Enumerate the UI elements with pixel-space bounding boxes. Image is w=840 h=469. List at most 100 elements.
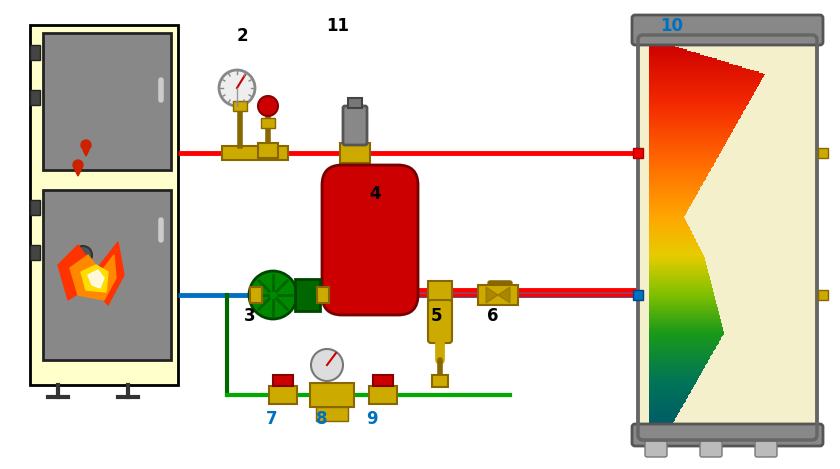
Polygon shape	[649, 219, 685, 220]
Polygon shape	[649, 318, 720, 319]
Polygon shape	[649, 198, 695, 199]
Polygon shape	[649, 102, 748, 104]
Polygon shape	[649, 315, 720, 317]
Polygon shape	[649, 325, 722, 327]
Polygon shape	[649, 261, 706, 262]
Polygon shape	[649, 82, 760, 83]
Circle shape	[74, 246, 92, 264]
Polygon shape	[649, 172, 709, 173]
Polygon shape	[88, 270, 104, 288]
FancyBboxPatch shape	[369, 386, 397, 404]
Polygon shape	[649, 296, 715, 297]
Polygon shape	[649, 229, 690, 230]
Polygon shape	[649, 351, 713, 353]
Polygon shape	[649, 297, 715, 298]
Polygon shape	[649, 76, 764, 78]
Polygon shape	[649, 277, 710, 278]
Polygon shape	[649, 311, 718, 313]
Circle shape	[249, 271, 297, 319]
Polygon shape	[649, 314, 719, 315]
Polygon shape	[649, 211, 687, 212]
Polygon shape	[649, 305, 717, 306]
Polygon shape	[649, 382, 696, 384]
Polygon shape	[58, 242, 124, 305]
FancyBboxPatch shape	[645, 441, 667, 457]
Polygon shape	[649, 151, 721, 152]
Circle shape	[73, 160, 83, 170]
Polygon shape	[649, 118, 740, 119]
Polygon shape	[649, 353, 712, 354]
Polygon shape	[649, 43, 666, 44]
Polygon shape	[649, 407, 682, 408]
Polygon shape	[649, 426, 671, 427]
Polygon shape	[649, 295, 714, 296]
Polygon shape	[649, 69, 750, 70]
Polygon shape	[649, 255, 704, 256]
Polygon shape	[649, 157, 718, 158]
Polygon shape	[649, 105, 747, 106]
Polygon shape	[649, 256, 704, 257]
Polygon shape	[649, 333, 723, 334]
FancyBboxPatch shape	[755, 441, 777, 457]
Text: 10: 10	[660, 17, 684, 35]
Polygon shape	[649, 251, 701, 252]
Text: 4: 4	[370, 185, 381, 203]
Polygon shape	[649, 396, 688, 398]
Polygon shape	[649, 114, 742, 115]
Polygon shape	[649, 269, 707, 270]
Polygon shape	[649, 238, 695, 239]
Polygon shape	[649, 101, 749, 102]
FancyBboxPatch shape	[428, 300, 452, 343]
Polygon shape	[649, 217, 685, 219]
Polygon shape	[649, 293, 714, 295]
FancyBboxPatch shape	[222, 146, 288, 160]
Polygon shape	[649, 85, 758, 87]
Polygon shape	[649, 205, 690, 207]
Polygon shape	[649, 115, 741, 116]
Polygon shape	[81, 265, 108, 292]
Polygon shape	[649, 390, 691, 391]
FancyBboxPatch shape	[700, 441, 722, 457]
Polygon shape	[649, 83, 759, 84]
Polygon shape	[649, 264, 706, 265]
Polygon shape	[649, 328, 723, 329]
Polygon shape	[649, 64, 733, 65]
Polygon shape	[649, 349, 715, 350]
Polygon shape	[649, 93, 753, 95]
Polygon shape	[649, 74, 764, 75]
Polygon shape	[649, 332, 724, 333]
Polygon shape	[649, 152, 720, 154]
Polygon shape	[649, 313, 719, 314]
Polygon shape	[649, 180, 705, 181]
Polygon shape	[649, 135, 730, 136]
Polygon shape	[649, 429, 669, 430]
Polygon shape	[649, 123, 737, 124]
Text: 8: 8	[316, 410, 328, 428]
Polygon shape	[649, 221, 686, 222]
Polygon shape	[649, 288, 712, 289]
Polygon shape	[649, 92, 754, 93]
Polygon shape	[649, 252, 702, 253]
Polygon shape	[649, 422, 673, 424]
Polygon shape	[649, 404, 683, 406]
Polygon shape	[649, 226, 689, 227]
Polygon shape	[649, 222, 687, 224]
Polygon shape	[649, 274, 709, 275]
Polygon shape	[649, 387, 693, 389]
Polygon shape	[649, 150, 722, 151]
Polygon shape	[649, 107, 746, 109]
Polygon shape	[649, 376, 700, 377]
Polygon shape	[649, 168, 711, 169]
Text: 2: 2	[236, 27, 248, 45]
Polygon shape	[649, 227, 690, 229]
Polygon shape	[649, 194, 696, 195]
Polygon shape	[649, 306, 717, 308]
Polygon shape	[70, 255, 116, 300]
Polygon shape	[649, 216, 685, 217]
Polygon shape	[649, 364, 706, 365]
FancyBboxPatch shape	[343, 106, 367, 145]
Polygon shape	[649, 386, 694, 387]
Polygon shape	[649, 215, 685, 216]
Polygon shape	[649, 415, 677, 416]
FancyBboxPatch shape	[638, 35, 817, 440]
